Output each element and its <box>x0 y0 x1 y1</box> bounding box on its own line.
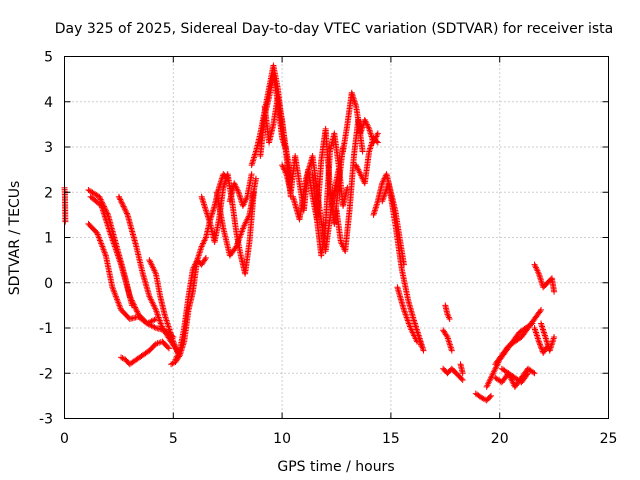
data-point <box>123 210 130 217</box>
data-point <box>134 308 141 315</box>
data-point <box>448 347 455 354</box>
data-point <box>130 300 137 307</box>
x-tick-label: 15 <box>382 431 400 447</box>
data-point <box>131 303 138 310</box>
x-axis-label: GPS time / hours <box>277 459 394 475</box>
data-point <box>129 298 136 305</box>
y-tick-label: 3 <box>44 140 53 156</box>
y-tick-label: -3 <box>39 412 53 428</box>
data-point <box>420 347 427 354</box>
x-tick-label: 0 <box>60 431 69 447</box>
data-point <box>537 342 544 349</box>
data-point <box>151 316 158 323</box>
y-tick-label: 2 <box>44 185 53 201</box>
data-point <box>535 338 542 345</box>
x-tick-label: 10 <box>273 431 291 447</box>
data-point <box>524 370 531 377</box>
data-point <box>96 193 103 200</box>
data-point <box>165 345 172 352</box>
data-point <box>374 130 381 137</box>
data-point <box>374 139 381 146</box>
data-point <box>202 254 209 261</box>
data-point <box>537 308 544 315</box>
data-point <box>487 392 494 399</box>
data-point <box>118 199 125 206</box>
x-tick-label: 25 <box>600 431 618 447</box>
data-point <box>133 307 140 314</box>
data-point <box>117 196 124 203</box>
data-point <box>538 344 545 351</box>
data-point <box>120 203 127 210</box>
x-tick-label: 20 <box>491 431 509 447</box>
data-point <box>171 342 178 349</box>
data-point <box>458 375 465 382</box>
data-point <box>128 297 135 304</box>
data-point <box>119 200 126 207</box>
data-point <box>373 138 380 145</box>
y-axis-label: SDTVAR / TECUs <box>7 181 23 296</box>
data-point <box>248 171 255 178</box>
data-point <box>486 394 493 401</box>
data-point <box>551 334 558 341</box>
data-point <box>132 305 139 312</box>
data-point <box>96 195 103 202</box>
data-point <box>170 338 177 345</box>
data-point <box>151 324 158 331</box>
y-tick-label: 1 <box>44 231 53 247</box>
data-point <box>62 218 69 225</box>
y-tick-label: 5 <box>44 50 53 66</box>
data-point <box>551 288 558 295</box>
data-point <box>132 304 139 311</box>
grid-lines <box>64 56 609 419</box>
data-point <box>443 332 450 339</box>
data-point <box>121 206 128 213</box>
y-tick-label: -2 <box>39 366 53 382</box>
data-point <box>359 148 366 155</box>
tick-marks <box>64 56 609 419</box>
data-point <box>171 341 178 348</box>
data-point <box>538 306 545 313</box>
data-point <box>524 371 531 378</box>
data-point <box>536 339 543 346</box>
data-point <box>459 377 466 384</box>
data-point <box>202 256 209 263</box>
data-point <box>169 360 176 367</box>
data-point <box>97 196 104 203</box>
data-point <box>164 344 171 351</box>
data-point <box>232 244 239 251</box>
data-point <box>119 355 126 362</box>
y-tick-labels: -3 -2 -1 0 1 2 3 4 5 <box>39 50 53 428</box>
data-point <box>170 339 177 346</box>
data-point <box>530 369 537 376</box>
data-point <box>446 315 453 322</box>
data-point <box>536 341 543 348</box>
data-point <box>252 175 259 182</box>
x-tick-labels: 0 5 10 15 20 25 <box>60 431 617 447</box>
data-points <box>61 62 558 404</box>
data-point <box>116 195 123 202</box>
data-point <box>115 193 122 200</box>
x-tick-label: 5 <box>169 431 178 447</box>
data-point <box>123 209 130 216</box>
data-point <box>121 204 128 211</box>
data-point <box>127 294 134 301</box>
data-point <box>130 301 137 308</box>
y-tick-label: -1 <box>39 321 53 337</box>
data-point <box>126 293 133 300</box>
data-point <box>531 370 538 377</box>
y-tick-label: 4 <box>44 95 53 111</box>
data-point <box>128 296 135 303</box>
data-point <box>459 370 466 377</box>
data-point <box>445 312 452 319</box>
data-point <box>122 207 129 214</box>
data-point <box>117 197 124 204</box>
data-point <box>119 202 126 209</box>
chart-title: Day 325 of 2025, Sidereal Day-to-day VTE… <box>55 21 613 37</box>
y-tick-label: 0 <box>44 276 53 292</box>
